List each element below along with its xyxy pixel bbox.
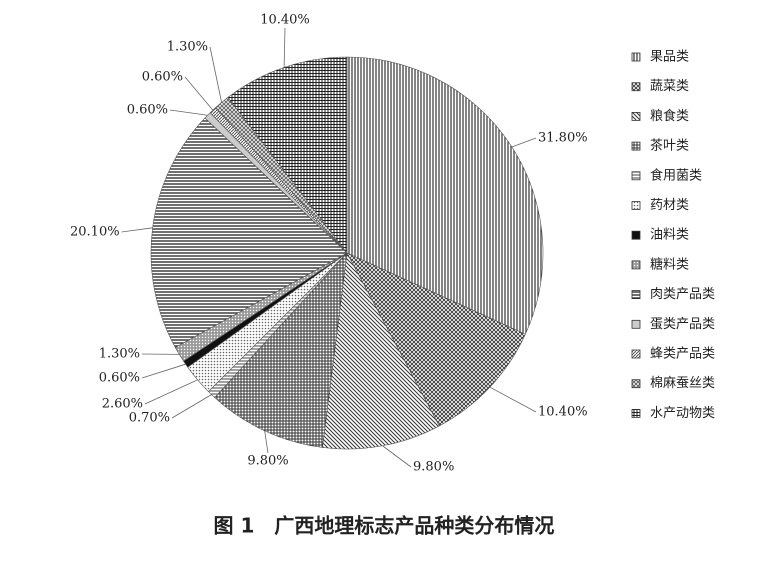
legend-label: 茶叶类: [650, 138, 689, 154]
legend-swatch: [632, 409, 640, 417]
legend-swatch: [632, 231, 640, 239]
data-label: 31.80%: [538, 131, 588, 146]
legend-swatch: [632, 172, 640, 180]
leader-line: [265, 431, 268, 453]
leader-line: [145, 380, 198, 404]
legend-swatch: [632, 291, 640, 299]
legend-label: 果品类: [650, 50, 689, 65]
legend-label: 蔬菜类: [650, 79, 689, 94]
legend-label: 肉类产品类: [650, 287, 715, 302]
data-label: 10.40%: [260, 13, 310, 28]
leader-line: [170, 110, 208, 115]
legend-label: 粮食类: [650, 108, 689, 124]
data-label: 0.60%: [142, 70, 183, 85]
leader-line: [210, 47, 222, 102]
data-label: 0.70%: [129, 411, 170, 426]
legend-label: 水产动物类: [650, 406, 715, 421]
data-label: 9.80%: [247, 454, 288, 469]
legend-swatch: [632, 261, 640, 269]
leader-line: [512, 138, 536, 147]
leader-line: [122, 228, 153, 232]
leader-line: [284, 28, 285, 67]
leader-line: [172, 395, 211, 418]
data-label: 10.40%: [538, 405, 588, 420]
legend-swatch: [632, 380, 640, 388]
legend-label: 药材类: [650, 198, 689, 213]
data-label: 20.10%: [70, 225, 120, 240]
leader-line: [383, 446, 411, 467]
data-label: 2.60%: [102, 397, 143, 412]
legend-label: 糖料类: [650, 256, 689, 272]
legend-swatch: [632, 53, 640, 61]
data-label: 1.30%: [99, 347, 140, 362]
legend-label: 蛋类产品类: [650, 317, 715, 332]
leader-line: [142, 364, 186, 378]
leader-line: [185, 77, 213, 110]
legend-swatch: [632, 83, 640, 91]
legend-swatch: [632, 320, 640, 328]
data-label: 0.60%: [127, 103, 168, 118]
legend-swatch: [632, 112, 640, 120]
data-label: 1.30%: [167, 40, 208, 55]
legend-swatch: [632, 350, 640, 358]
legend-swatch: [632, 142, 640, 150]
legend-swatch: [632, 202, 640, 210]
chart-title: 图 1 广西地理标志产品种类分布情况: [214, 514, 555, 538]
legend-label: 棉麻蚕丝类: [650, 376, 715, 391]
data-label: 9.80%: [413, 460, 454, 475]
legend-label: 食用菌类: [650, 167, 702, 183]
leader-line: [490, 387, 536, 412]
legend-label: 油料类: [650, 228, 689, 243]
legend-label: 蜂类产品类: [650, 347, 715, 362]
data-label: 0.60%: [99, 371, 140, 386]
